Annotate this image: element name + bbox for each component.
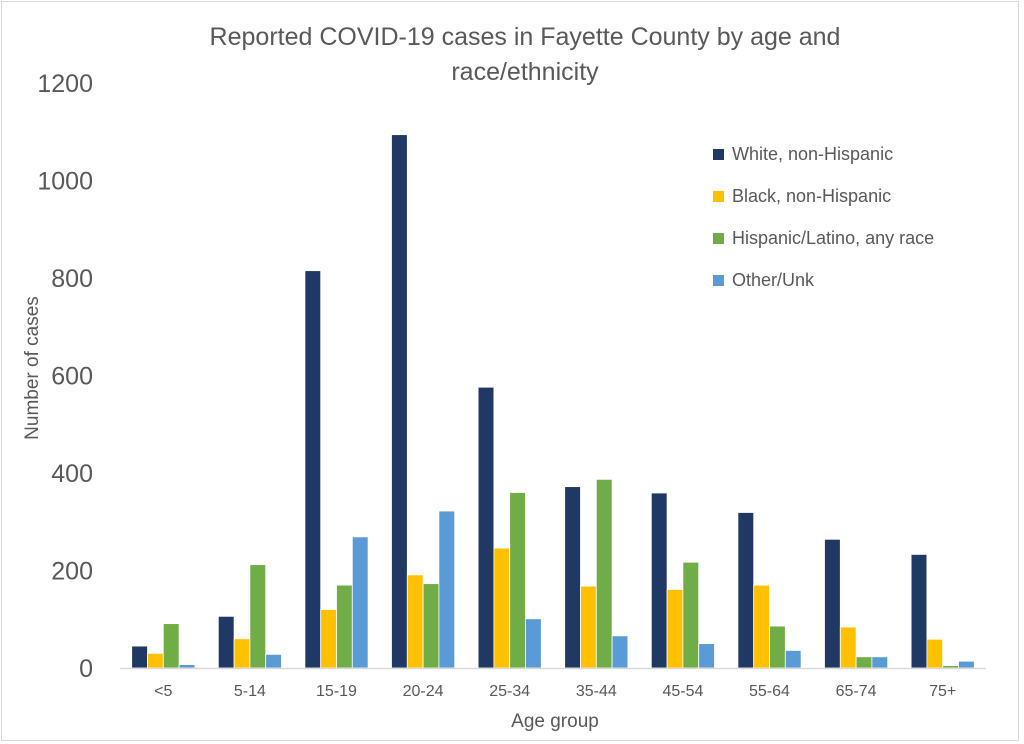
x-tick-label: 55-64 [749,683,790,700]
bar-black-non-hispanic-35-44 [580,585,597,669]
bar-black-non-hispanic-55-64 [753,584,770,669]
bar-hispanic-latino-any-race-55-64 [769,625,786,669]
bar-other-unk-5-14 [265,653,282,669]
bar-hispanic-latino-any-race-5-14 [249,564,267,669]
bar-black-non-hispanic-5-14 [233,638,251,669]
bar-hispanic-latino-any-race-75+ [942,665,959,669]
y-tick-label: 1000 [37,168,93,196]
x-tick-label: 25-34 [489,683,530,700]
bar-white-non-hispanic-55-64 [737,512,755,669]
bar-other-unk-65-74 [871,656,889,669]
y-tick-label: 400 [51,460,93,488]
legend-label: Hispanic/Latino, any race [732,228,934,248]
x-tick-label: 75+ [929,683,956,700]
bar-white-non-hispanic-65-74 [824,538,841,669]
chart-title-line-1: Reported COVID-19 cases in Fayette Count… [210,23,841,51]
bar-hispanic-latino-any-race-45-54 [682,561,700,669]
bar-other-unk-55-64 [784,650,802,669]
chart-title-line-2: race/ethnicity [451,58,599,86]
bar-white-non-hispanic-15-19 [304,270,322,669]
bar-black-non-hispanic-65-74 [839,626,857,669]
bar-black-non-hispanic-<5 [147,652,164,669]
x-tick-label: 20-24 [403,683,444,700]
legend-swatch [713,275,724,286]
bar-white-non-hispanic-35-44 [564,486,581,669]
bar-other-unk-75+ [958,660,975,669]
bar-white-non-hispanic-5-14 [217,615,235,669]
bar-other-unk-20-24 [438,510,456,669]
bar-hispanic-latino-any-race-25-34 [509,492,526,669]
y-tick-label: 600 [51,363,93,391]
x-tick-label: 15-19 [316,683,357,700]
y-tick-label: 0 [79,655,93,683]
bar-black-non-hispanic-20-24 [406,574,424,669]
bar-hispanic-latino-any-race-<5 [162,623,180,669]
bar-hispanic-latino-any-race-35-44 [595,478,613,669]
x-axis-label: Age group [511,711,599,732]
bar-black-non-hispanic-25-34 [493,547,511,669]
bar-hispanic-latino-any-race-15-19 [336,584,353,669]
bar-black-non-hispanic-75+ [926,638,944,669]
bar-hispanic-latino-any-race-20-24 [422,583,440,669]
legend-label: Other/Unk [732,270,815,290]
bar-white-non-hispanic-25-34 [477,386,495,669]
bar-white-non-hispanic-20-24 [391,134,408,669]
legend-label: Black, non-Hispanic [732,186,891,206]
bar-other-unk-<5 [178,664,196,669]
y-axis-label: Number of cases [22,296,43,440]
legend-swatch [713,191,724,202]
y-tick-label: 1200 [37,70,93,98]
bar-white-non-hispanic-75+ [910,554,928,669]
bar-white-non-hispanic-45-54 [650,492,668,669]
legend-label: White, non-Hispanic [732,144,893,164]
bar-hispanic-latino-any-race-65-74 [855,656,873,669]
y-tick-label: 200 [51,558,93,586]
x-tick-label: 65-74 [836,683,877,700]
bar-other-unk-25-34 [525,618,542,669]
x-tick-label: 45-54 [662,683,703,700]
x-tick-label: <5 [154,683,172,700]
legend-swatch [713,233,724,244]
bar-other-unk-15-19 [351,536,369,669]
y-tick-label: 800 [51,265,93,293]
bar-black-non-hispanic-15-19 [320,609,337,669]
bar-other-unk-45-54 [698,643,715,669]
bar-white-non-hispanic-<5 [131,645,148,669]
bar-other-unk-35-44 [611,635,629,669]
bar-black-non-hispanic-45-54 [666,589,684,669]
x-tick-label: 35-44 [576,683,617,700]
legend-swatch [713,149,724,160]
x-tick-label: 5-14 [234,683,266,700]
